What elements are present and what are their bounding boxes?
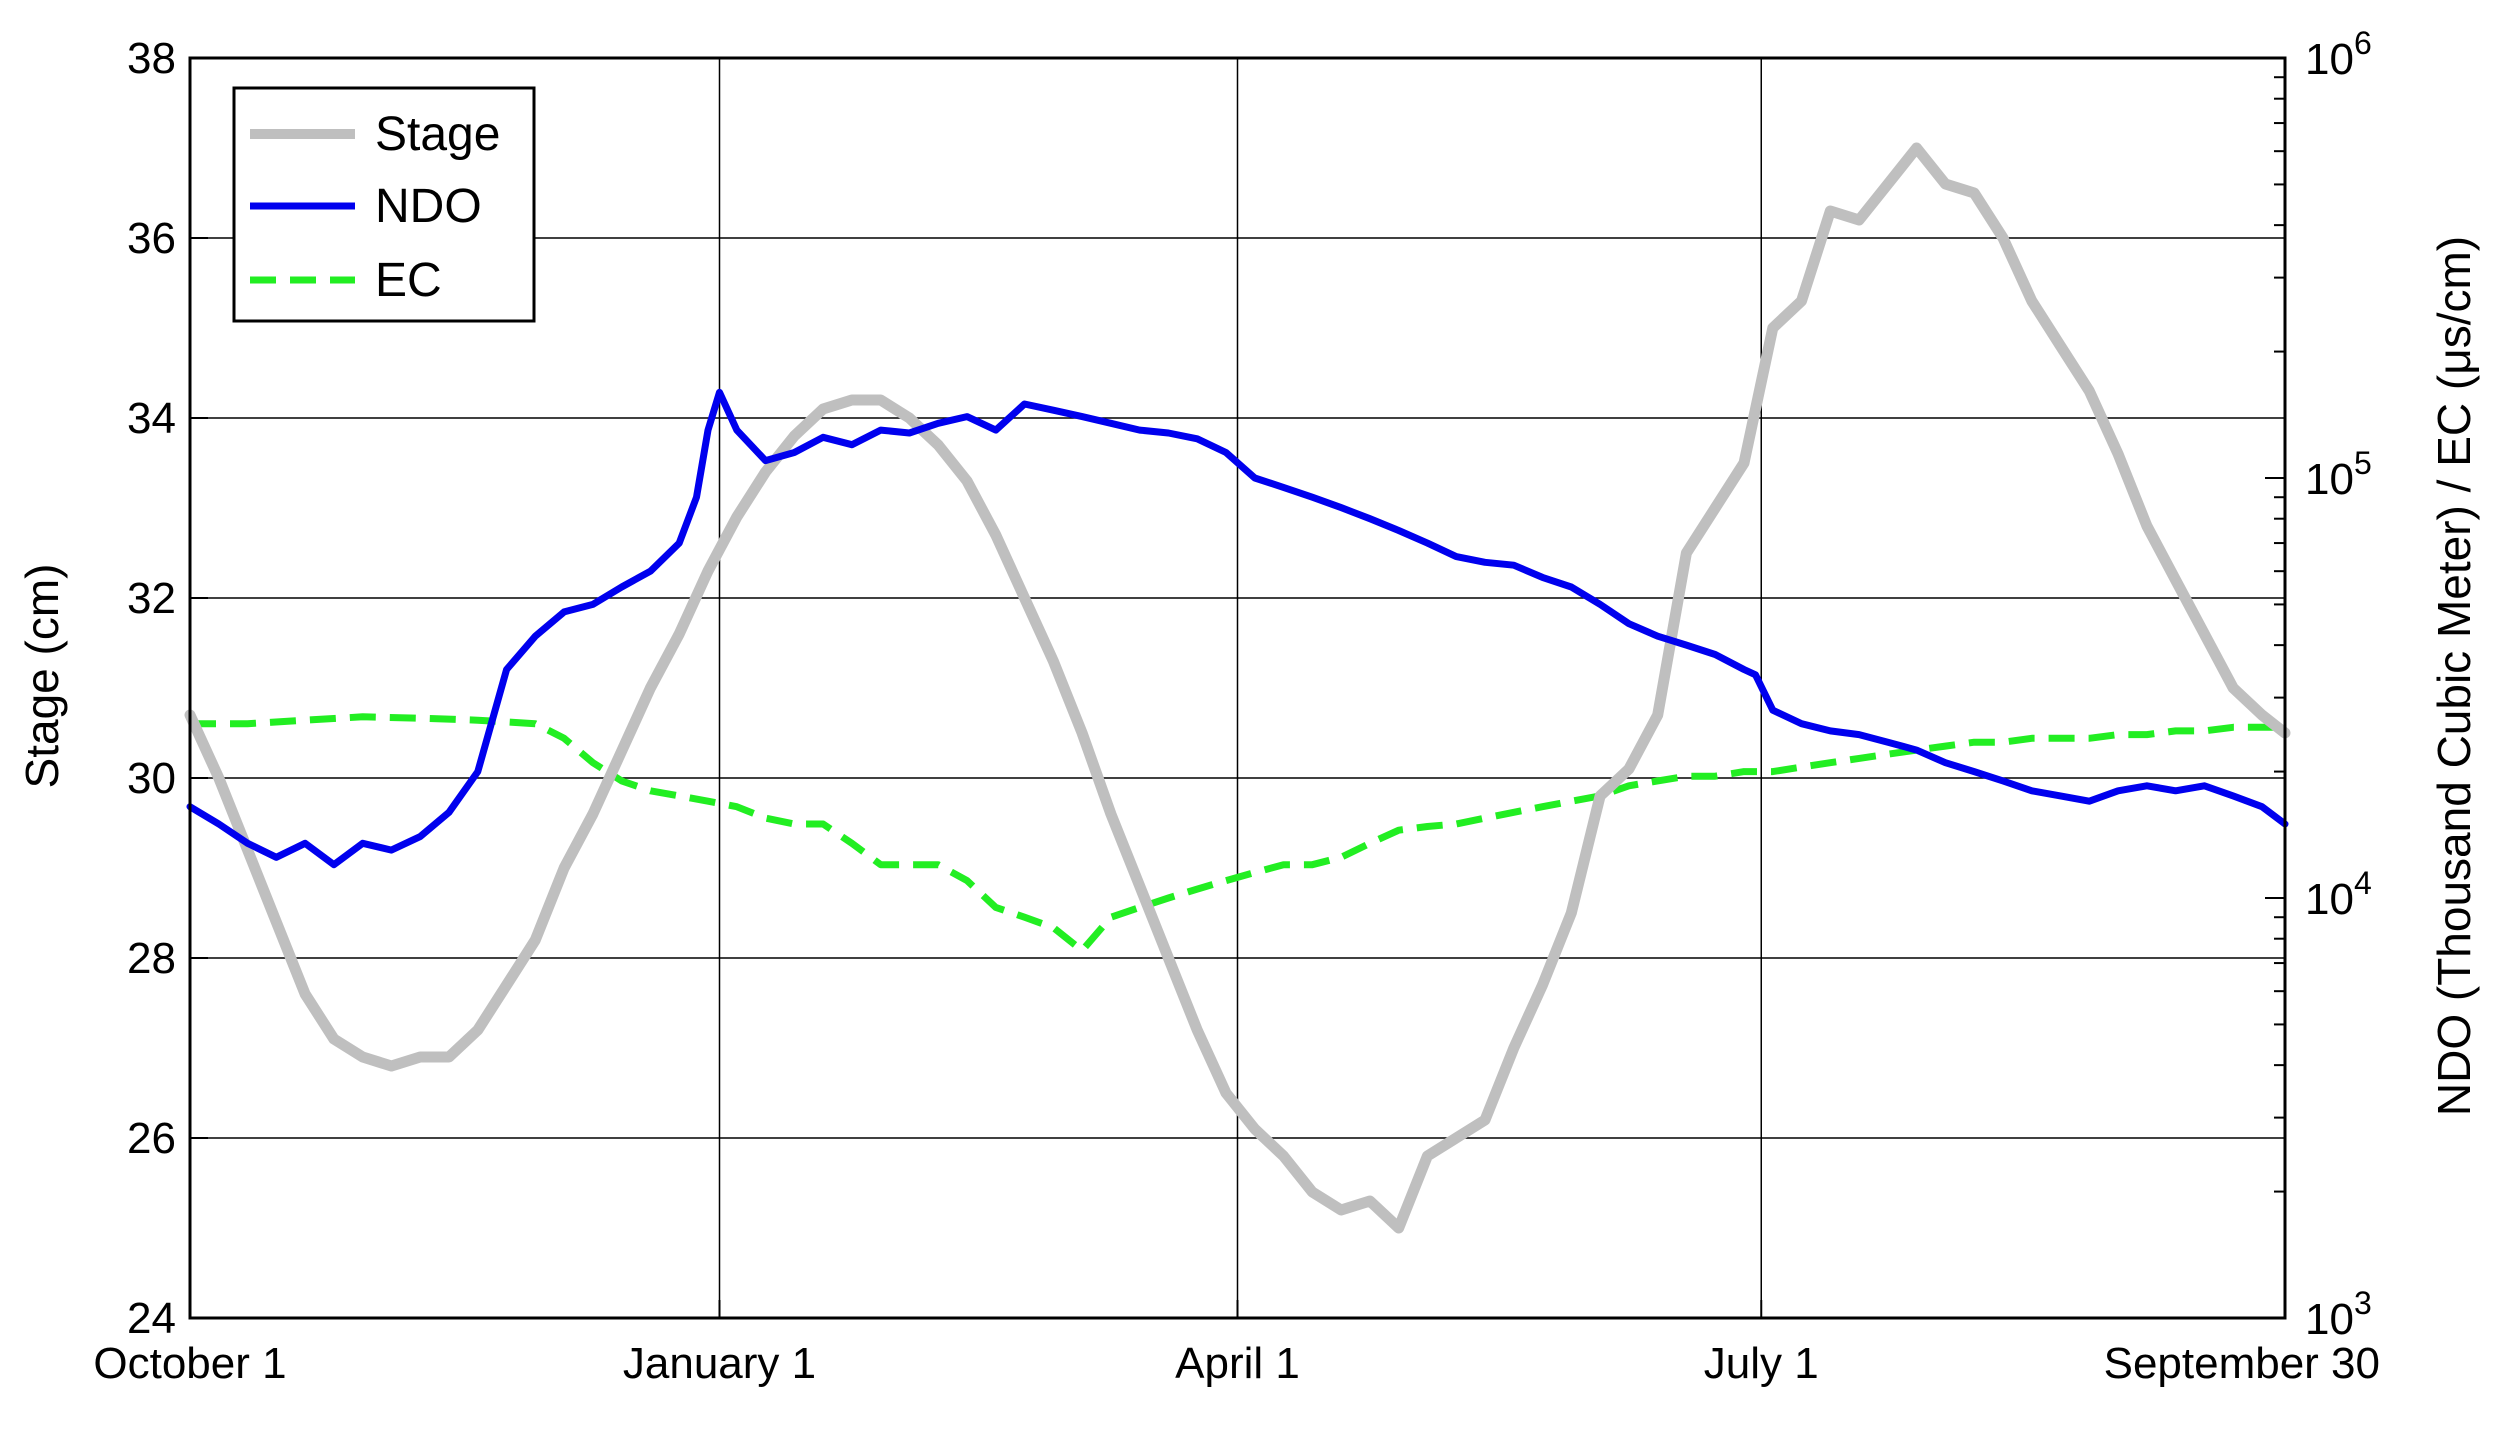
legend: Stage NDO EC <box>232 86 536 323</box>
y-tick-label: 26 <box>127 1114 176 1163</box>
series-line-ndo <box>186 388 2289 869</box>
y-right-tick-labels: 103 104 105 106 <box>2305 25 2372 1344</box>
x-tick-label: April 1 <box>1175 1339 1300 1388</box>
legend-label-ec: EC <box>375 254 442 307</box>
y-axis-right-title: NDO (Thousand Cubic Meter) / EC (μs/cm) <box>2428 236 2480 1116</box>
y2-tick-exponent: 3 <box>2354 1285 2372 1321</box>
y2-tick-exponent: 6 <box>2354 25 2372 61</box>
y-tick-label: 38 <box>127 34 176 83</box>
y2-tick-exponent: 5 <box>2354 445 2372 481</box>
x-tick-labels: October 1 January 1 April 1 July 1 September… <box>93 1339 2380 1388</box>
y-tick-label: 30 <box>127 754 176 803</box>
y2-tick-exponent: 4 <box>2354 865 2372 901</box>
y2-tick-label: 104 <box>2305 865 2372 924</box>
x-tick-label: July 1 <box>1704 1339 1819 1388</box>
y-tick-label: 28 <box>127 934 176 983</box>
series-group <box>184 142 2291 1234</box>
legend-label-ndo: NDO <box>375 180 482 233</box>
y2-tick-label: 103 <box>2305 1285 2372 1344</box>
y-tick-label: 32 <box>127 574 176 623</box>
series-line-ec <box>190 713 2285 954</box>
y-tick-label: 24 <box>127 1294 176 1343</box>
legend-label-stage: Stage <box>375 108 500 161</box>
y-left-tick-labels: 24 26 28 30 32 34 36 38 <box>127 34 176 1343</box>
y-axis-left-title: Stage (cm) <box>16 564 68 789</box>
series-line-stage <box>184 142 2291 1234</box>
y2-tick-label: 105 <box>2305 445 2372 504</box>
x-tick-label: January 1 <box>623 1339 816 1388</box>
y2-tick-label: 106 <box>2305 25 2372 84</box>
x-tick-label: September 30 <box>2104 1339 2380 1388</box>
y-tick-label: 36 <box>127 214 176 263</box>
tick-marks <box>189 57 2286 1319</box>
x-tick-label: October 1 <box>93 1339 286 1388</box>
y-tick-label: 34 <box>127 394 176 443</box>
